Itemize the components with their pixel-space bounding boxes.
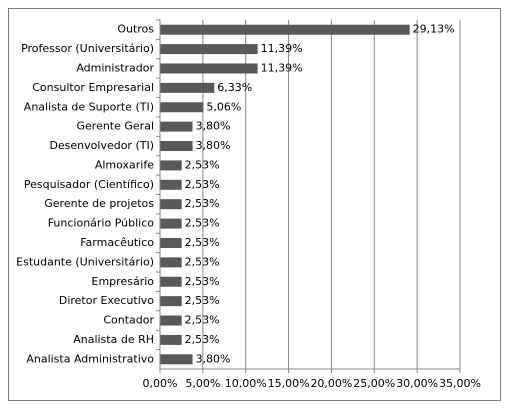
bar bbox=[160, 63, 258, 74]
bar bbox=[160, 257, 182, 268]
y-tick-label: Consultor Empresarial bbox=[32, 81, 154, 94]
value-label: 2,53% bbox=[185, 178, 220, 191]
bar bbox=[160, 24, 410, 35]
value-label: 2,53% bbox=[185, 255, 220, 268]
value-label: 3,80% bbox=[196, 139, 231, 152]
y-tick-label: Administrador bbox=[76, 61, 154, 74]
y-tick-label: Contador bbox=[103, 314, 154, 327]
value-label: 2,53% bbox=[185, 236, 220, 249]
bar bbox=[160, 179, 182, 190]
x-tick-label: 20,00% bbox=[310, 377, 352, 390]
value-label: 3,80% bbox=[196, 120, 231, 133]
x-tick-label: 30,00% bbox=[396, 377, 438, 390]
y-tick-label: Diretor Executivo bbox=[59, 294, 154, 307]
y-tick-label: Almoxarife bbox=[95, 158, 154, 171]
value-label: 11,39% bbox=[261, 42, 303, 55]
y-tick-label: Funcionário Público bbox=[48, 217, 155, 230]
y-tick-label: Estudante (Universitário) bbox=[16, 255, 154, 268]
bar bbox=[160, 102, 204, 113]
bar bbox=[160, 237, 182, 248]
y-tick-label: Analista Administrativo bbox=[26, 352, 154, 365]
y-tick-label: Empresário bbox=[92, 275, 155, 288]
x-tick-label: 25,00% bbox=[353, 377, 395, 390]
y-tick-label: Gerente de projetos bbox=[44, 197, 154, 210]
y-tick-label: Outros bbox=[117, 23, 154, 36]
x-tick-label: 0,00% bbox=[143, 377, 178, 390]
bar bbox=[160, 296, 182, 307]
bar bbox=[160, 276, 182, 287]
value-label: 6,33% bbox=[217, 81, 252, 94]
bar bbox=[160, 82, 215, 93]
value-label: 3,80% bbox=[196, 352, 231, 365]
bar bbox=[160, 199, 182, 210]
value-label: 2,53% bbox=[185, 333, 220, 346]
x-tick-label: 15,00% bbox=[268, 377, 310, 390]
x-tick-label: 35,00% bbox=[439, 377, 481, 390]
y-tick-label: Professor (Universitário) bbox=[21, 42, 154, 55]
value-label: 2,53% bbox=[185, 197, 220, 210]
bar bbox=[160, 354, 193, 365]
value-label: 11,39% bbox=[261, 61, 303, 74]
value-label: 29,13% bbox=[413, 23, 455, 36]
x-tick-label: 10,00% bbox=[225, 377, 267, 390]
value-label: 2,53% bbox=[185, 158, 220, 171]
bar bbox=[160, 334, 182, 345]
y-tick-label: Analista de RH bbox=[73, 333, 154, 346]
y-tick-label: Analista de Suporte (TI) bbox=[24, 100, 154, 113]
y-tick-label: Farmacêutico bbox=[80, 236, 154, 249]
y-tick-label: Pesquisador (Científico) bbox=[24, 178, 154, 191]
bar bbox=[160, 160, 182, 171]
bar bbox=[160, 315, 182, 326]
chart-border bbox=[8, 8, 501, 401]
y-tick-label: Desenvolvedor (TI) bbox=[49, 139, 154, 152]
value-label: 2,53% bbox=[185, 294, 220, 307]
bar bbox=[160, 141, 193, 152]
bar bbox=[160, 121, 193, 132]
y-tick-label: Gerente Geral bbox=[77, 120, 155, 133]
value-label: 2,53% bbox=[185, 217, 220, 230]
value-label: 5,06% bbox=[206, 100, 241, 113]
bar bbox=[160, 218, 182, 229]
value-label: 2,53% bbox=[185, 314, 220, 327]
bar bbox=[160, 44, 258, 55]
value-label: 2,53% bbox=[185, 275, 220, 288]
x-tick-label: 5,00% bbox=[185, 377, 220, 390]
